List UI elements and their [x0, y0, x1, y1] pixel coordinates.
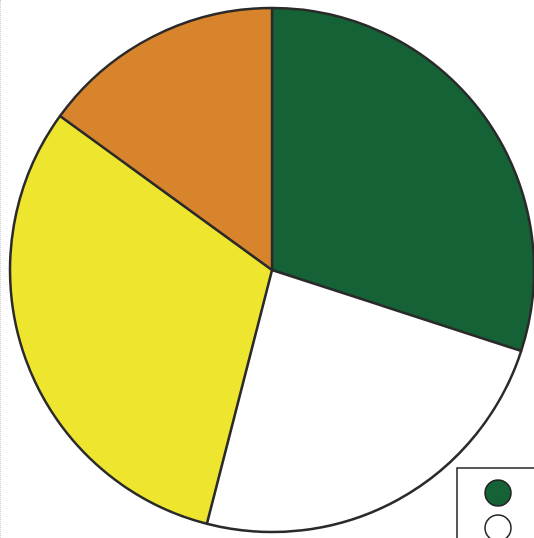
pie-slices: [8, 6, 534, 534]
pie-slice-1: [270, 6, 534, 353]
legend: [456, 467, 534, 538]
pie-slice-3: [8, 114, 274, 526]
legend-items: [484, 479, 512, 538]
pie-slice-2: [205, 268, 523, 534]
pie-slice-4: [58, 6, 274, 272]
legend-marker-2: [484, 514, 512, 538]
page-edge-guide: [0, 0, 1, 538]
legend-marker-1: [484, 479, 512, 507]
